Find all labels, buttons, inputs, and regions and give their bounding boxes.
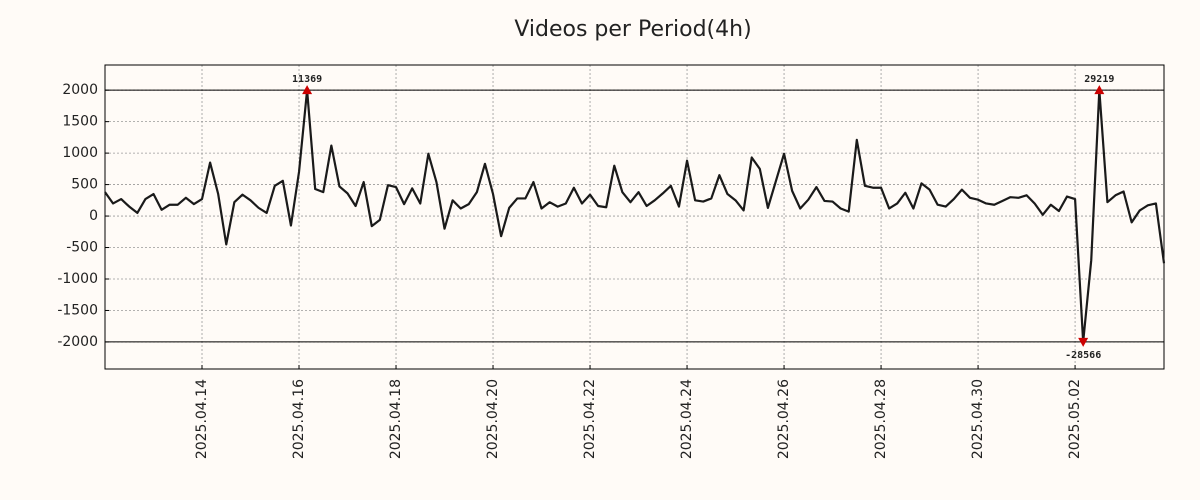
y-tick-label: 0	[89, 208, 98, 224]
annotation-label: 29219	[1084, 74, 1114, 85]
x-tick-label: 2025.04.16	[291, 379, 307, 459]
x-tick-label: 2025.04.26	[776, 379, 792, 459]
y-tick-label: -2000	[57, 334, 98, 350]
x-tick-label: 2025.05.02	[1067, 379, 1083, 459]
x-tick-label: 2025.04.14	[194, 379, 210, 459]
plot-frame	[104, 64, 1165, 370]
x-tick-label: 2025.04.30	[970, 379, 986, 459]
x-tick-label: 2025.04.22	[582, 379, 598, 459]
annotation-label: -28566	[1065, 350, 1101, 361]
y-tick-label: -500	[66, 240, 98, 256]
data-line	[104, 89, 1166, 344]
y-tick-label: 2000	[62, 82, 98, 98]
annotation-marker	[1078, 337, 1089, 347]
chart-title: Videos per Period(4h)	[514, 17, 751, 42]
annotation-marker	[1094, 85, 1105, 95]
x-tick-label: 2025.04.18	[388, 379, 404, 459]
y-tick-label: -1000	[57, 271, 98, 287]
x-tick-label: 2025.04.20	[485, 379, 501, 459]
x-tick-label: 2025.04.24	[679, 379, 695, 459]
annotation-marker	[302, 85, 313, 95]
y-tick-label: -1500	[57, 302, 98, 318]
y-tick-label: 1000	[62, 145, 98, 161]
x-tick-label: 2025.04.28	[873, 379, 889, 459]
annotation-label: 11369	[292, 74, 322, 85]
y-tick-label: 1500	[62, 114, 98, 130]
y-tick-label: 500	[71, 177, 98, 193]
